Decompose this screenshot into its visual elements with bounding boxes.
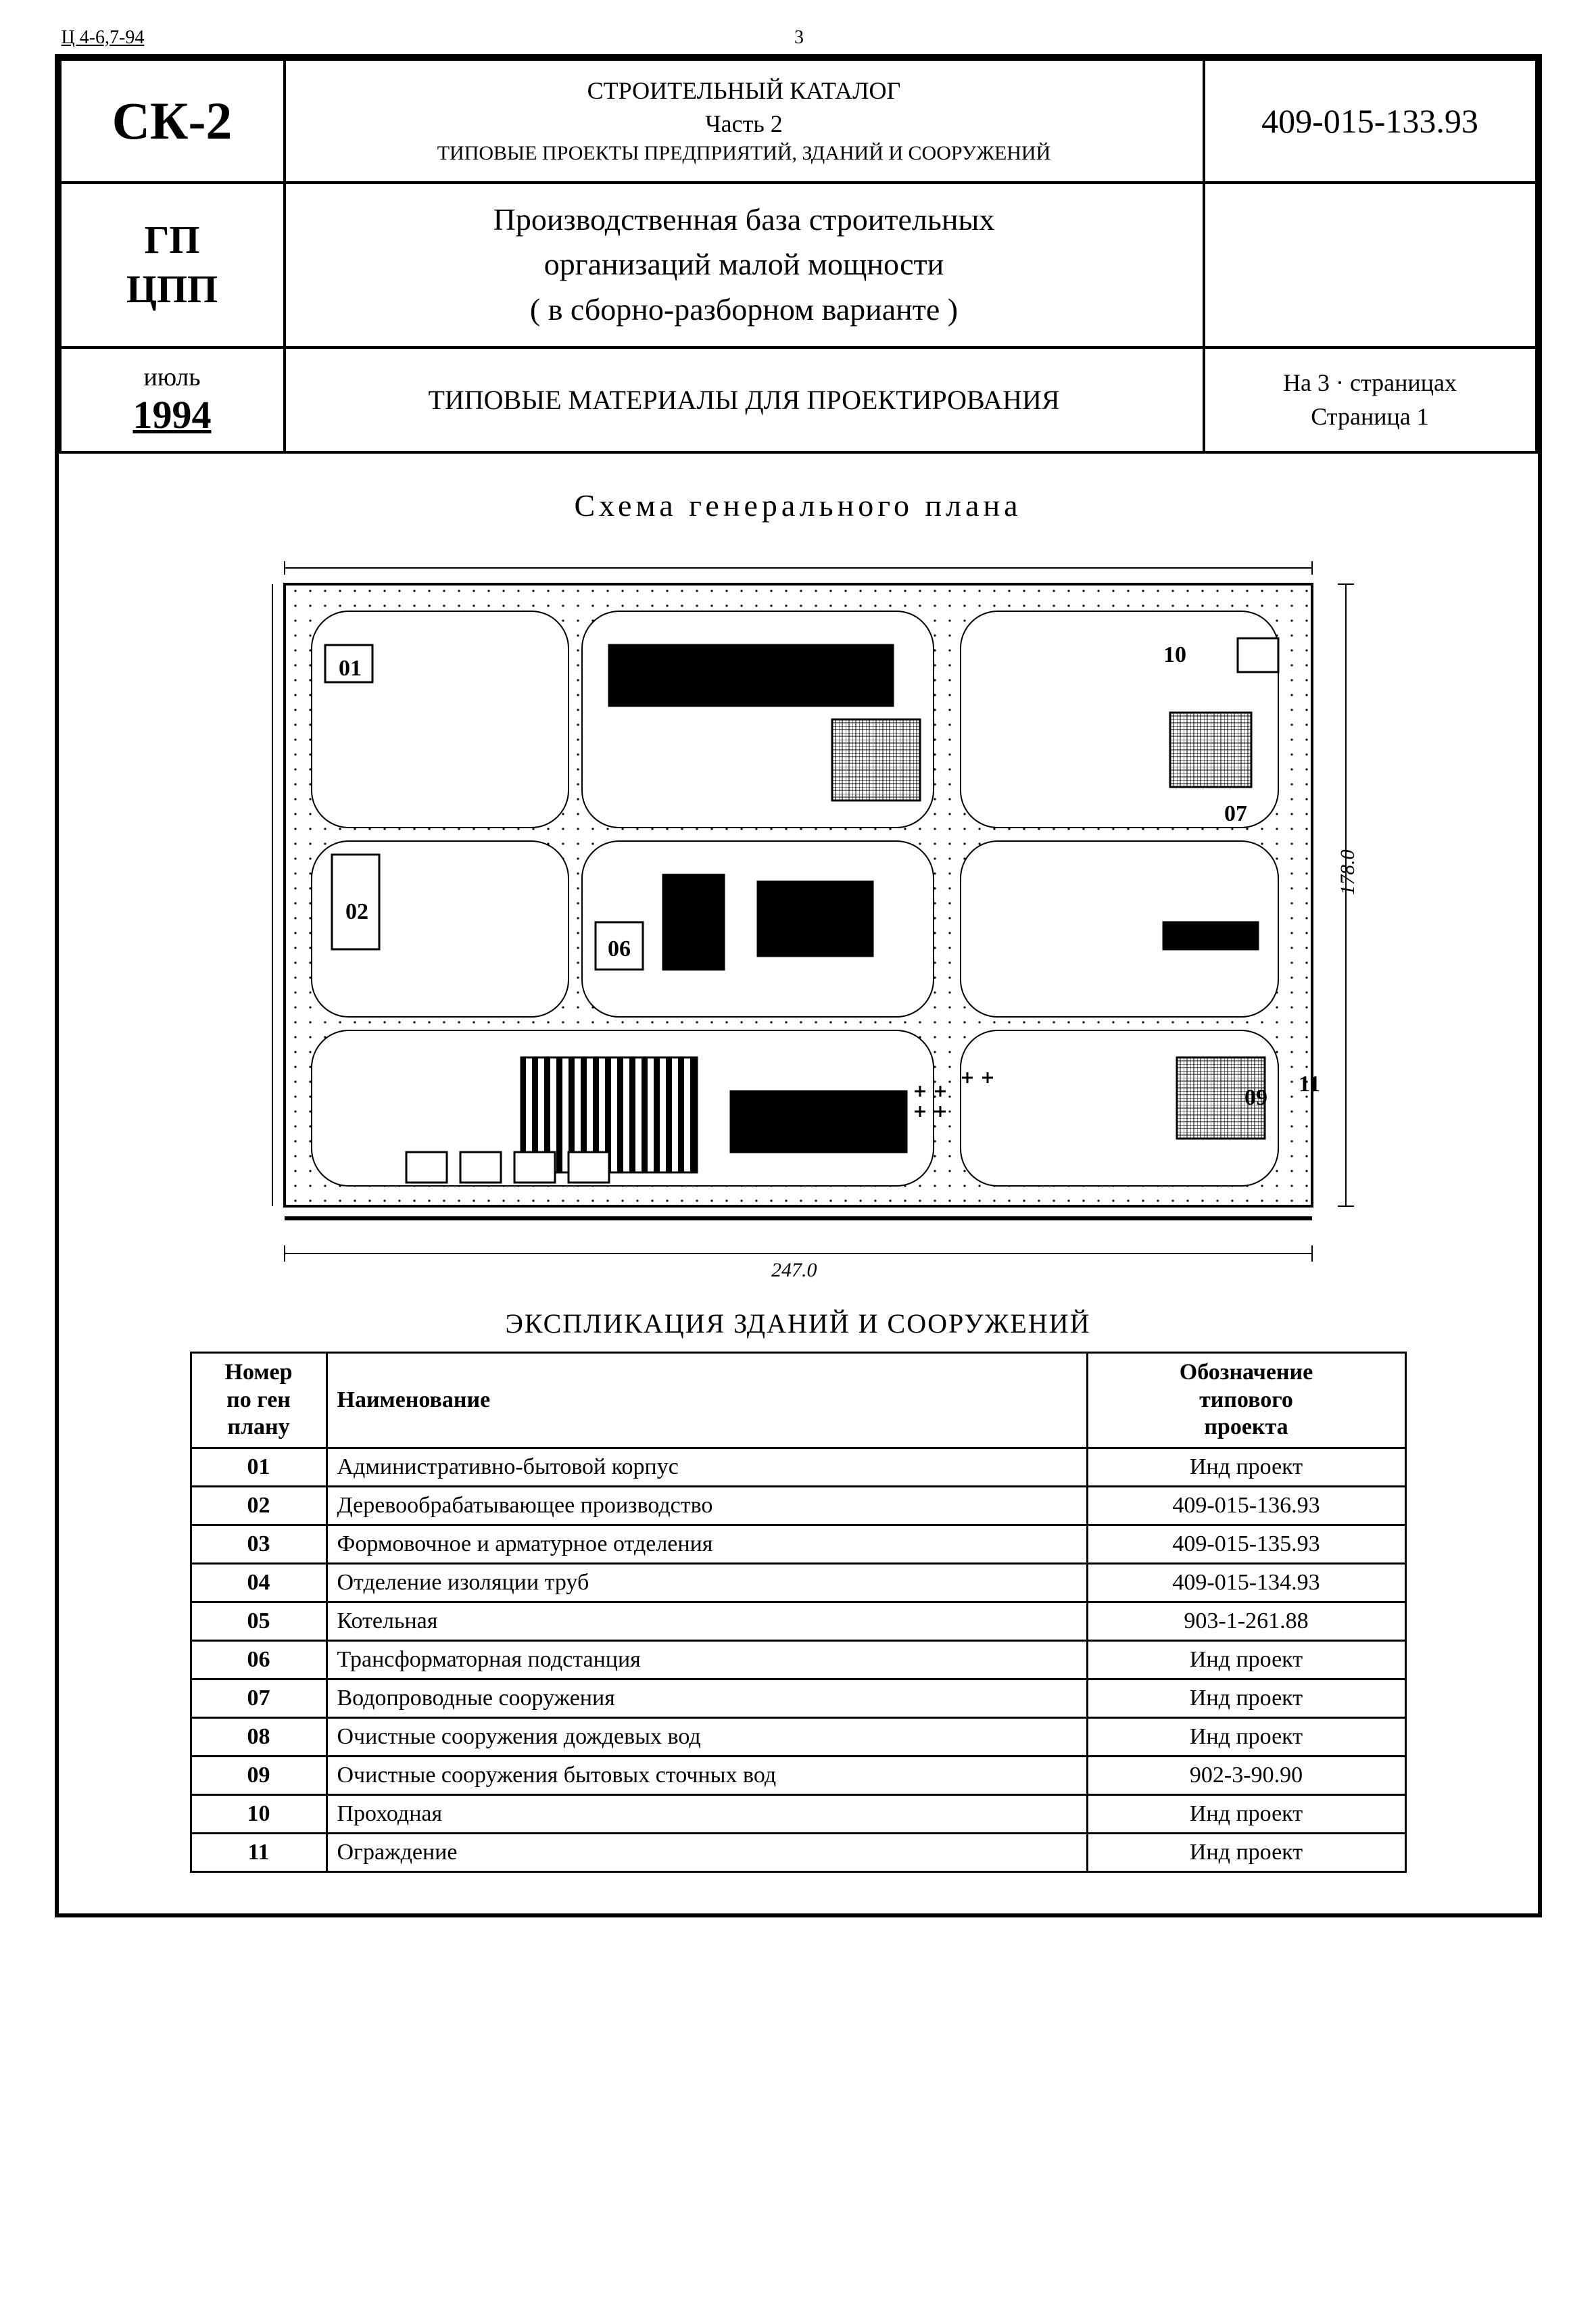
cell-name: Деревообрабатывающее производство	[327, 1487, 1087, 1525]
svg-text:06: 06	[608, 936, 631, 961]
table-row: 02Деревообрабатывающее производство409-0…	[191, 1487, 1405, 1525]
top-marks: Ц 4-6,7-94 3	[55, 27, 1542, 49]
table-row: 11ОграждениеИнд проект	[191, 1834, 1405, 1872]
cell-name: Очистные сооружения бытовых сточных вод	[327, 1757, 1087, 1795]
table-row: 10ПроходнаяИнд проект	[191, 1795, 1405, 1834]
doc-ref: Ц 4-6,7-94	[62, 27, 145, 49]
table-row: 06Трансформаторная подстанцияИнд проект	[191, 1641, 1405, 1679]
cell-number: 04	[191, 1564, 327, 1602]
desc-line2: организаций малой мощности	[302, 242, 1186, 287]
org-cpp: ЦПП	[78, 265, 267, 314]
cell-name: Трансформаторная подстанция	[327, 1641, 1087, 1679]
cell-name: Водопроводные сооружения	[327, 1679, 1087, 1718]
svg-text:08: 08	[1217, 923, 1240, 948]
cell-code: 409-015-135.93	[1087, 1525, 1405, 1564]
cell-number: 01	[191, 1448, 327, 1487]
catalog-id: СК-2	[78, 91, 267, 151]
org-gp: ГП	[78, 216, 267, 265]
col-header-code: Обозначение типового проекта	[1087, 1352, 1405, 1448]
cell-name: Административно-бытовой корпус	[327, 1448, 1087, 1487]
cell-code: 409-015-136.93	[1087, 1487, 1405, 1525]
catalog-line3: ТИПОВЫЕ ПРОЕКТЫ ПРЕДПРИЯТИЙ, ЗДАНИЙ И СО…	[302, 140, 1186, 168]
catalog-title-block: СТРОИТЕЛЬНЫЙ КАТАЛОГ Часть 2 ТИПОВЫЕ ПРО…	[302, 74, 1186, 168]
cell-number: 07	[191, 1679, 327, 1718]
site-plan-diagram: 01 02 03 04 05 06 07 08 09 10 11 247.0 178.0	[203, 544, 1393, 1287]
site-plan-svg: 01 02 03 04 05 06 07 08 09 10 11 247.0 178.0	[203, 544, 1393, 1287]
page: Ц 4-6,7-94 3 СК-2 СТРОИТЕЛЬНЫЙ КАТАЛОГ Ч…	[55, 27, 1542, 1917]
cell-code: Инд проект	[1087, 1679, 1405, 1718]
cell-code: Инд проект	[1087, 1448, 1405, 1487]
cell-number: 08	[191, 1718, 327, 1757]
svg-text:05: 05	[792, 909, 815, 934]
col-header-number: Номер по ген плану	[191, 1352, 327, 1448]
svg-text:11: 11	[1299, 1072, 1320, 1097]
svg-text:01: 01	[339, 656, 362, 681]
table-row: 09Очистные сооружения бытовых сточных во…	[191, 1757, 1405, 1795]
catalog-line1: СТРОИТЕЛЬНЫЙ КАТАЛОГ	[302, 74, 1186, 108]
cell-number: 02	[191, 1487, 327, 1525]
svg-text:10: 10	[1163, 642, 1186, 667]
cell-code: 903-1-261.88	[1087, 1602, 1405, 1641]
cell-code: Инд проект	[1087, 1795, 1405, 1834]
table-row: 03Формовочное и арматурное отделения409-…	[191, 1525, 1405, 1564]
body-area: Схема генерального плана 010203040506070…	[59, 454, 1538, 1913]
pages-note: На 3 · страницах Страница 1	[1222, 366, 1519, 434]
svg-text:03: 03	[717, 673, 740, 698]
project-description: Производственная база строительных орган…	[302, 197, 1186, 333]
pages-note1: На 3 · страницах	[1222, 366, 1519, 400]
explication-title: ЭКСПЛИКАЦИЯ ЗДАНИЙ И СООРУЖЕНИЙ	[99, 1308, 1497, 1339]
table-row: 05Котельная903-1-261.88	[191, 1602, 1405, 1641]
outer-frame: СК-2 СТРОИТЕЛЬНЫЙ КАТАЛОГ Часть 2 ТИПОВЫ…	[55, 54, 1542, 1917]
issue-month: июль	[78, 362, 267, 392]
pages-note2: Страница 1	[1222, 400, 1519, 433]
svg-text:247.0: 247.0	[771, 1259, 817, 1281]
cell-name: Котельная	[327, 1602, 1087, 1641]
explication-table: Номер по ген плану Наименование Обозначе…	[190, 1352, 1407, 1873]
svg-text:178.0: 178.0	[1336, 849, 1359, 895]
cell-name: Формовочное и арматурное отделения	[327, 1525, 1087, 1564]
table-row: 08Очистные сооружения дождевых водИнд пр…	[191, 1718, 1405, 1757]
project-code: 409-015-133.93	[1222, 101, 1519, 141]
issue-year: 1994	[78, 392, 267, 437]
cell-code: Инд проект	[1087, 1834, 1405, 1872]
table-row: 01Административно-бытовой корпусИнд прое…	[191, 1448, 1405, 1487]
cell-code: Инд проект	[1087, 1641, 1405, 1679]
svg-text:02: 02	[345, 899, 368, 924]
catalog-line2: Часть 2	[302, 108, 1186, 141]
cell-number: 05	[191, 1602, 327, 1641]
scheme-title: Схема генерального плана	[99, 487, 1497, 523]
cell-number: 10	[191, 1795, 327, 1834]
cell-code: 409-015-134.93	[1087, 1564, 1405, 1602]
cell-code: Инд проект	[1087, 1718, 1405, 1757]
col-header-name: Наименование	[327, 1352, 1087, 1448]
cell-code: 902-3-90.90	[1087, 1757, 1405, 1795]
svg-text:09: 09	[1244, 1085, 1267, 1110]
cell-number: 03	[191, 1525, 327, 1564]
cell-number: 09	[191, 1757, 327, 1795]
table-row: 07Водопроводные сооруженияИнд проект	[191, 1679, 1405, 1718]
cell-number: 11	[191, 1834, 327, 1872]
table-row: 04Отделение изоляции труб409-015-134.93	[191, 1564, 1405, 1602]
svg-text:07: 07	[1224, 801, 1247, 826]
desc-line3: ( в сборно-разборном варианте )	[302, 287, 1186, 333]
cell-name: Очистные сооружения дождевых вод	[327, 1718, 1087, 1757]
header-table: СК-2 СТРОИТЕЛЬНЫЙ КАТАЛОГ Часть 2 ТИПОВЫ…	[59, 58, 1538, 454]
cell-name: Проходная	[327, 1795, 1087, 1834]
svg-text:04: 04	[832, 1112, 855, 1137]
desc-line1: Производственная база строительных	[302, 197, 1186, 243]
cell-number: 06	[191, 1641, 327, 1679]
cell-name: Ограждение	[327, 1834, 1087, 1872]
page-number-top: 3	[794, 27, 804, 49]
cell-name: Отделение изоляции труб	[327, 1564, 1087, 1602]
materials-line: ТИПОВЫЕ МАТЕРИАЛЫ ДЛЯ ПРОЕКТИРОВАНИЯ	[302, 384, 1186, 416]
